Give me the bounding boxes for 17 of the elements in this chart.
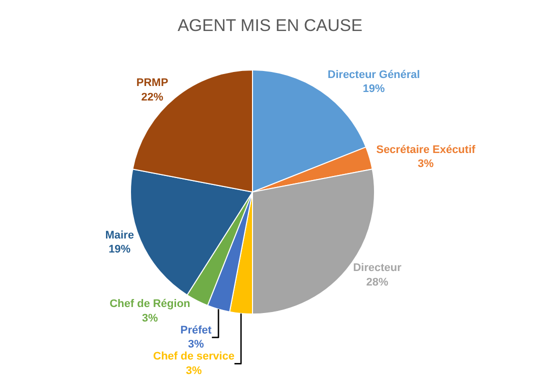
slice-label: Chef de Région <box>110 298 191 310</box>
data-label: 3% <box>186 364 202 377</box>
slice-label: Secrétaire Exécutif <box>376 144 476 156</box>
slice-label: Directeur <box>353 262 402 274</box>
data-label: 22% <box>141 91 164 104</box>
slice-label: Préfet <box>180 324 212 336</box>
data-label: 19% <box>362 83 386 96</box>
slice-label: Maire <box>105 229 134 242</box>
data-label: 28% <box>366 276 388 288</box>
data-label: 3% <box>188 338 204 351</box>
data-label: 3% <box>142 312 158 324</box>
chart-title: AGENT MIS EN CAUSE <box>178 16 362 35</box>
slice-label: Chef de service <box>153 350 234 363</box>
slice-label: PRMP <box>136 77 168 90</box>
data-label: 19% <box>108 244 131 256</box>
data-label: 3% <box>418 158 434 170</box>
slice-label: Directeur Général <box>328 68 420 81</box>
